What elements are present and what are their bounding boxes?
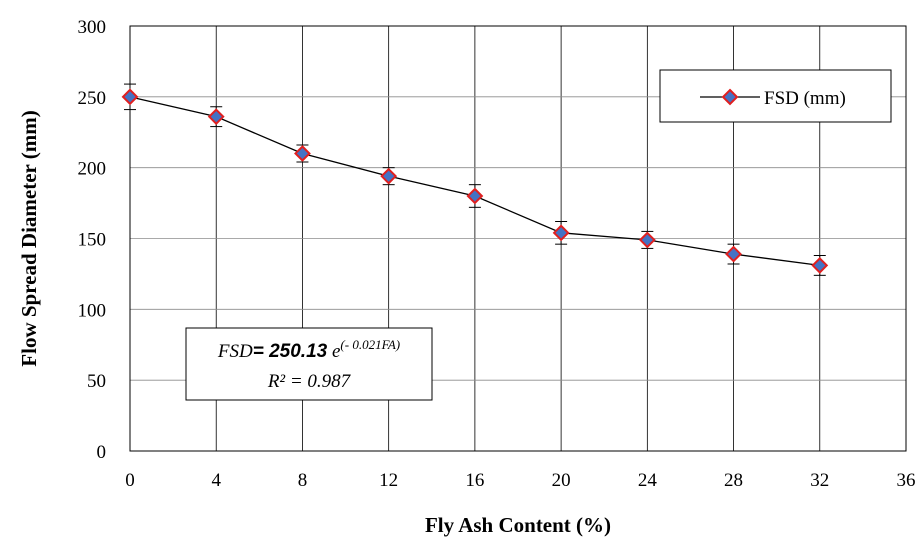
data-point-marker: [466, 187, 484, 205]
data-point-marker: [725, 245, 742, 263]
regression-annotation: FSD= 250.13 e(- 0.021FA) R² = 0.987: [185, 327, 433, 401]
x-tick-labels: 0 4 8 12 16 20 24 28 32 36: [125, 470, 915, 491]
equation-fsd-label: FSD: [217, 341, 253, 362]
y-tick-label: 200: [78, 159, 107, 180]
y-tick-labels: 0 50 100 150 200 250 300: [78, 17, 107, 463]
legend: FSD (mm): [659, 69, 892, 123]
legend-box: [659, 69, 892, 123]
data-point-marker: [552, 224, 570, 242]
data-point-marker: [811, 257, 829, 274]
data-point-marker: [380, 167, 398, 185]
data-point-marker: [294, 145, 311, 162]
data-point-marker: [121, 88, 139, 106]
equation-equals: =: [253, 341, 269, 362]
y-tick-label: 150: [78, 230, 107, 251]
x-tick-label: 28: [724, 470, 743, 491]
x-tick-label: 24: [638, 470, 658, 491]
data-points: [121, 88, 829, 274]
plot-area: [129, 25, 907, 452]
equation-base: e: [327, 341, 340, 362]
equation-exponent: (- 0.021FA): [340, 337, 400, 352]
x-tick-label: 8: [298, 470, 308, 491]
data-point-marker: [207, 108, 225, 126]
x-tick-label: 20: [552, 470, 571, 491]
r-squared-label: R² = 0.987: [267, 371, 352, 392]
y-tick-label: 250: [78, 88, 107, 109]
y-axis-title: Flow Spread Diameter (mm): [17, 110, 41, 366]
annotation-box: [185, 327, 433, 401]
x-tick-label: 12: [379, 470, 398, 491]
equation-coefficient: 250.13: [268, 341, 328, 362]
x-axis-title: Fly Ash Content (%): [425, 513, 611, 537]
legend-label-fsd: FSD (mm): [764, 88, 846, 109]
regression-equation: FSD= 250.13 e(- 0.021FA): [217, 337, 400, 362]
legend-marker-icon: [721, 88, 739, 106]
data-point-marker: [638, 231, 656, 249]
x-tick-label: 32: [810, 470, 829, 491]
y-tick-label: 300: [78, 17, 107, 38]
x-tick-label: 4: [211, 470, 221, 491]
y-tick-label: 0: [97, 442, 107, 463]
y-tick-label: 100: [78, 300, 107, 321]
x-tick-label: 36: [897, 470, 916, 491]
x-tick-label: 0: [125, 470, 135, 491]
x-tick-label: 16: [465, 470, 484, 491]
y-tick-label: 50: [87, 371, 106, 392]
